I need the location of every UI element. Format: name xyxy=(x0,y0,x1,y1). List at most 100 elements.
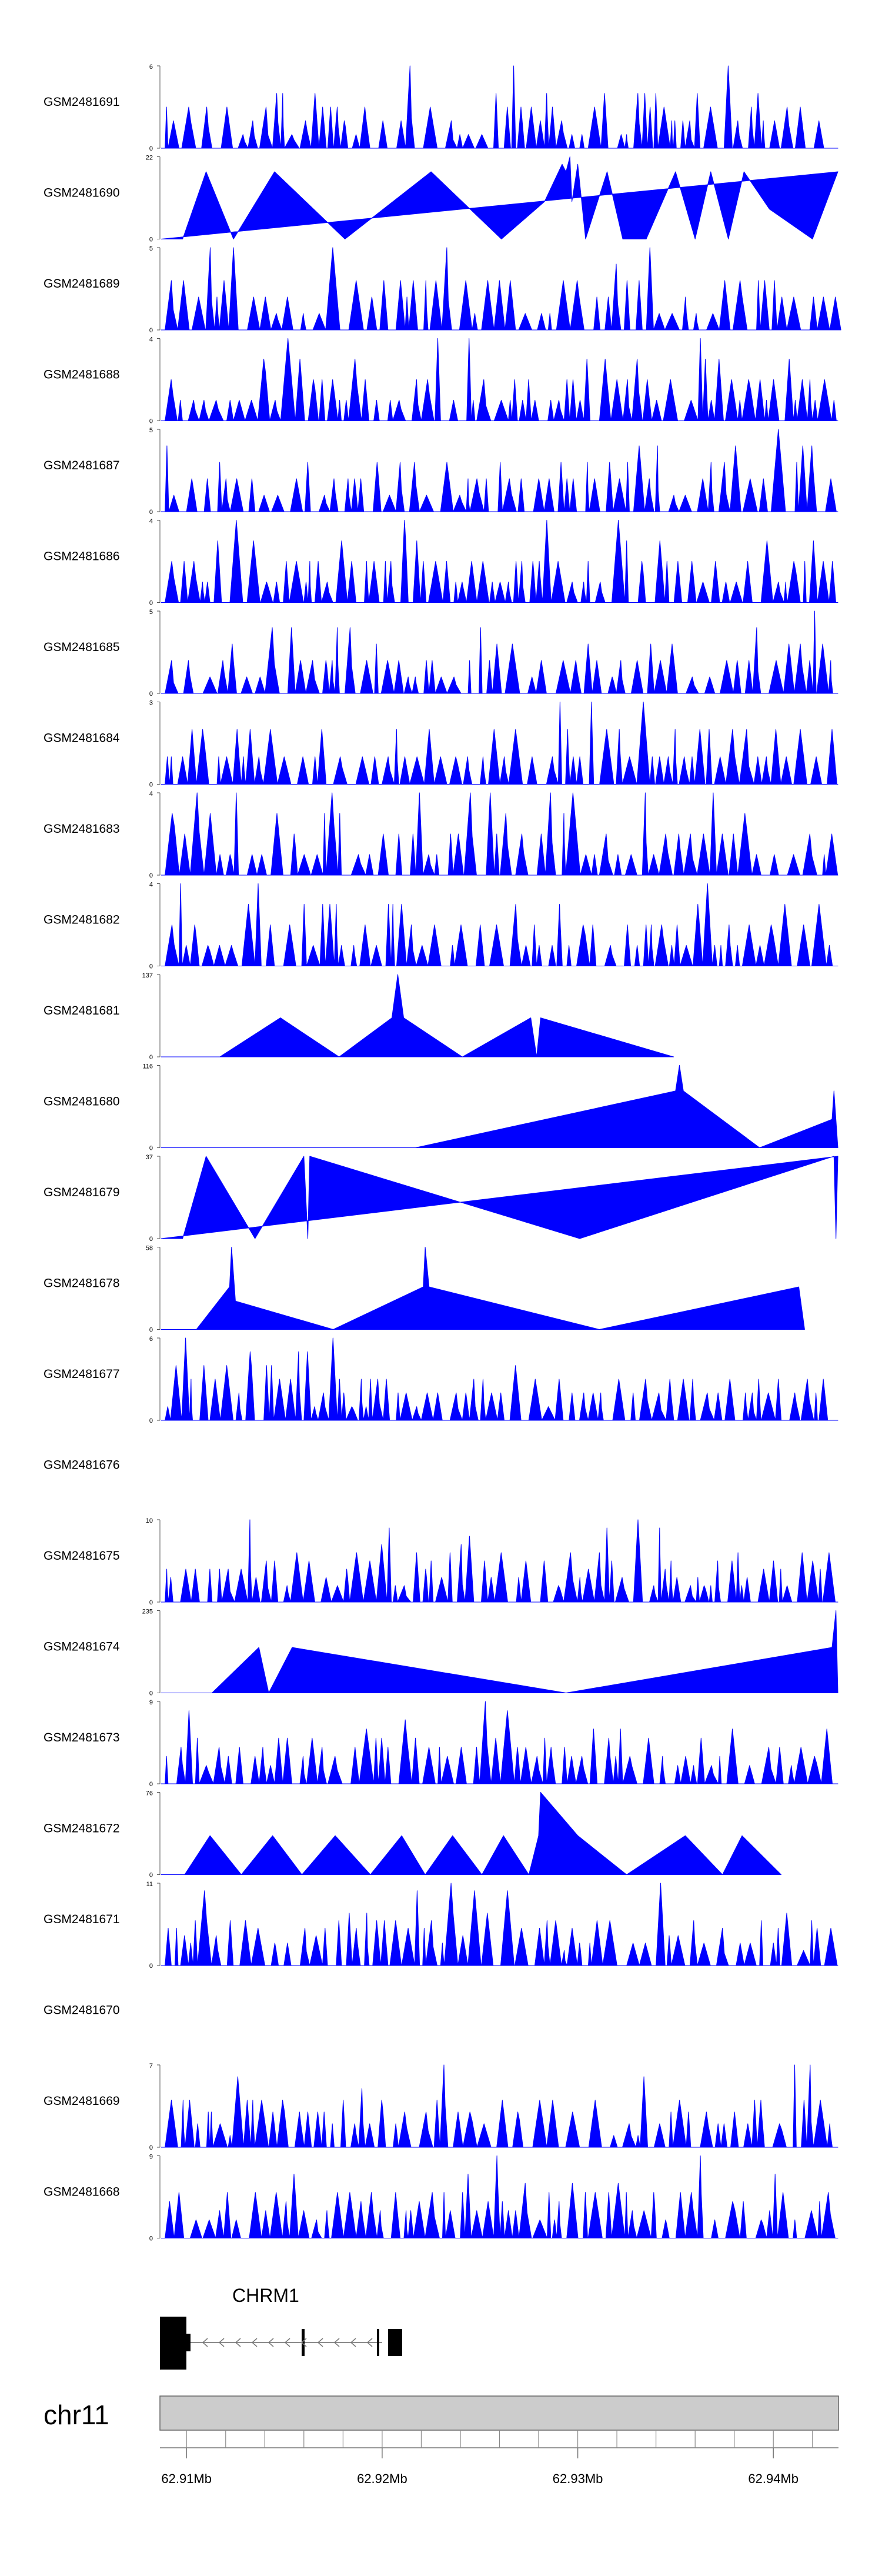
y-tick-label-zero: 0 xyxy=(149,2144,153,2151)
exon-block xyxy=(302,2329,305,2356)
y-tick-label-max: 10 xyxy=(146,1517,153,1524)
coverage-area xyxy=(161,1337,838,1421)
track-GSM2481668: GSM2481668 9 0 xyxy=(44,2154,838,2243)
track-label: GSM2481689 xyxy=(44,277,120,291)
y-tick-label-max: 7 xyxy=(149,2063,153,2070)
coverage-area xyxy=(161,2155,838,2238)
y-tick-label-zero: 0 xyxy=(149,963,153,970)
y-tick-label-zero: 0 xyxy=(149,145,153,152)
coverage-area xyxy=(161,338,838,421)
track-label: GSM2481680 xyxy=(44,1095,120,1109)
y-tick-label-zero: 0 xyxy=(149,418,153,425)
track-GSM2481689: GSM2481689 5 0 xyxy=(44,245,841,334)
major-tick-label: 62.93Mb xyxy=(553,2471,603,2486)
track-GSM2481685: GSM2481685 5 0 xyxy=(44,609,838,698)
y-tick-label-zero: 0 xyxy=(149,2235,153,2243)
y-tick-label-zero: 0 xyxy=(149,1781,153,1788)
y-tick-label-max: 5 xyxy=(149,245,153,252)
track-GSM2481684: GSM2481684 3 0 xyxy=(44,700,838,789)
y-tick-label-zero: 0 xyxy=(149,782,153,789)
y-tick-label-zero: 0 xyxy=(149,690,153,698)
strand-arrow xyxy=(317,2338,323,2347)
y-tick-label-zero: 0 xyxy=(149,509,153,516)
track-label: GSM2481676 xyxy=(44,1459,120,1472)
coverage-area xyxy=(161,429,838,512)
track-GSM2481676: GSM2481676 xyxy=(44,1459,120,1472)
coverage-area xyxy=(161,65,838,149)
y-tick-label-max: 9 xyxy=(149,1699,153,1706)
strand-arrow xyxy=(235,2338,241,2347)
track-label: GSM2481684 xyxy=(44,732,120,745)
coverage-area xyxy=(161,1701,838,1784)
major-tick-label: 62.94Mb xyxy=(748,2471,799,2486)
track-GSM2481674: GSM2481674 235 0 xyxy=(44,1609,838,1697)
strand-arrow xyxy=(366,2338,373,2347)
track-label: GSM2481671 xyxy=(44,1913,120,1926)
track-GSM2481682: GSM2481682 4 0 xyxy=(44,882,838,970)
coverage-area xyxy=(161,792,838,876)
coverage-area xyxy=(161,1247,805,1330)
y-tick-label-zero: 0 xyxy=(149,327,153,334)
strand-arrow xyxy=(251,2338,258,2347)
coverage-area xyxy=(161,156,838,239)
y-tick-label-max: 5 xyxy=(149,427,153,434)
track-label: GSM2481674 xyxy=(44,1640,120,1654)
track-label: GSM2481685 xyxy=(44,640,120,654)
track-label: GSM2481672 xyxy=(44,1822,120,1836)
exon-block xyxy=(377,2329,379,2356)
chromosome-axis-track: chr11 62.91Mb 62.92Mb 62.93Mb 62.94Mb xyxy=(44,2395,839,2486)
y-tick-label-zero: 0 xyxy=(149,1690,153,1697)
utr-block xyxy=(186,2334,191,2351)
strand-arrow xyxy=(218,2338,225,2347)
track-GSM2481690: GSM2481690 22 0 xyxy=(44,155,838,243)
track-label: GSM2481677 xyxy=(44,1367,120,1381)
y-tick-label-zero: 0 xyxy=(149,1236,153,1243)
coverage-area xyxy=(161,2064,838,2148)
track-GSM2481678: GSM2481678 58 0 xyxy=(44,1245,805,1334)
track-label: GSM2481675 xyxy=(44,1549,120,1563)
y-tick-label-max: 5 xyxy=(149,609,153,616)
y-tick-label-max: 116 xyxy=(142,1063,153,1070)
strand-arrow xyxy=(284,2338,290,2347)
strand-arrow xyxy=(300,2338,307,2347)
track-GSM2481672: GSM2481672 76 0 xyxy=(44,1790,781,1879)
y-tick-label-zero: 0 xyxy=(149,1054,153,1061)
y-tick-label-max: 235 xyxy=(142,1609,153,1616)
y-tick-label-max: 6 xyxy=(149,1336,153,1343)
coverage-area xyxy=(161,1792,781,1875)
track-label: GSM2481682 xyxy=(44,913,120,927)
track-label: GSM2481681 xyxy=(44,1004,120,1017)
gene-label: CHRM1 xyxy=(232,2285,299,2306)
track-label: GSM2481669 xyxy=(44,2094,120,2108)
coverage-area xyxy=(161,702,838,785)
track-GSM2481679: GSM2481679 37 0 xyxy=(44,1154,838,1243)
y-tick-label-max: 4 xyxy=(149,790,153,798)
y-tick-label-max: 3 xyxy=(149,700,153,707)
track-label: GSM2481678 xyxy=(44,1277,120,1290)
y-tick-label-zero: 0 xyxy=(149,1417,153,1424)
y-tick-label-max: 76 xyxy=(146,1790,153,1797)
y-tick-label-max: 6 xyxy=(149,64,153,71)
track-label: GSM2481686 xyxy=(44,550,120,563)
strand-arrow xyxy=(268,2338,274,2347)
y-tick-label-max: 4 xyxy=(149,882,153,889)
major-tick-label: 62.91Mb xyxy=(161,2471,212,2486)
exon-block xyxy=(388,2329,402,2356)
y-tick-label-max: 22 xyxy=(146,155,153,162)
major-tick-label: 62.92Mb xyxy=(357,2471,407,2486)
track-label: GSM2481690 xyxy=(44,186,120,200)
track-GSM2481681: GSM2481681 137 0 xyxy=(44,972,674,1061)
track-GSM2481686: GSM2481686 4 0 xyxy=(44,518,838,607)
y-tick-label-max: 37 xyxy=(146,1154,153,1161)
track-label: GSM2481688 xyxy=(44,368,120,382)
track-label: GSM2481683 xyxy=(44,822,120,836)
track-GSM2481691: GSM2481691 6 0 xyxy=(44,64,838,152)
coverage-tracks: GSM248169160GSM2481690220GSM248168950GSM… xyxy=(44,64,841,2243)
strand-arrow xyxy=(202,2338,208,2347)
y-tick-label-max: 58 xyxy=(146,1245,153,1252)
coverage-area xyxy=(161,1519,838,1603)
y-tick-label-zero: 0 xyxy=(149,1327,153,1334)
track-label: GSM2481673 xyxy=(44,1731,120,1744)
coverage-area xyxy=(161,520,838,603)
